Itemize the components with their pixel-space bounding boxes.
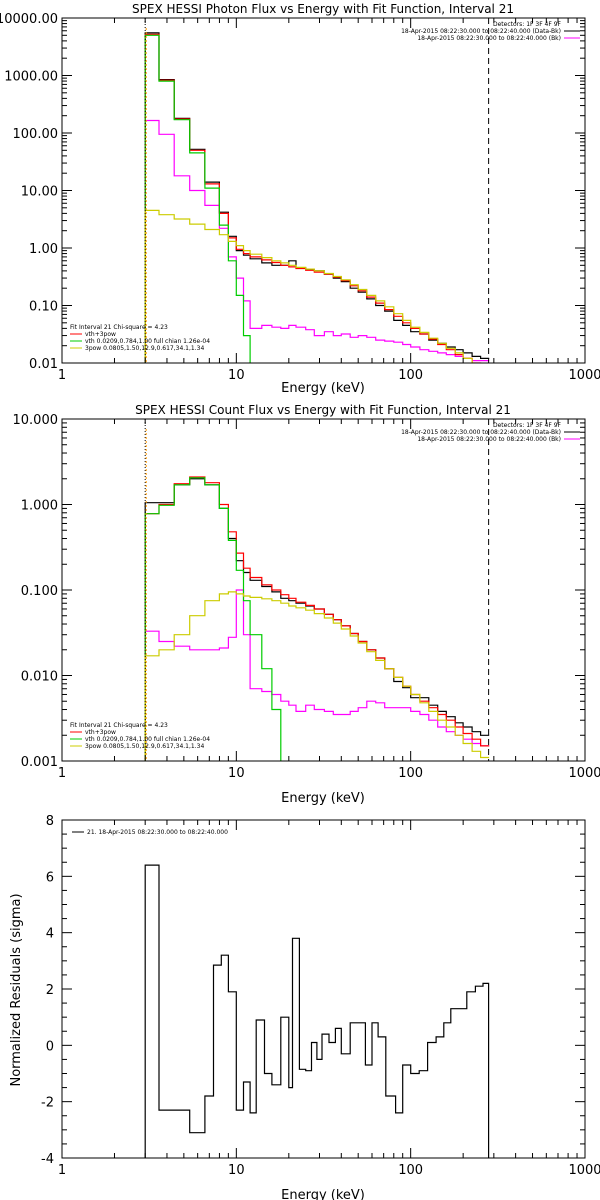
plot-frame — [61, 819, 586, 1159]
legend-bottom-text: 3pow 0.0805,1.50,12.9,0.617,34.1,1.34 — [85, 743, 204, 750]
legend-top-text: Detectors: 1F 3F 4F 9F — [493, 422, 562, 429]
x-axis: 1 10 100 1000 — [58, 18, 600, 383]
y-tick-label: 8 — [46, 814, 54, 829]
legend-bottom-text: vth+3pow — [85, 729, 116, 736]
x-tick-label: 1000 — [568, 368, 600, 383]
panel-photon-flux: SPEX HESSI Photon Flux vs Energy with Fi… — [0, 2, 600, 396]
x-tick-label: 10 — [228, 766, 245, 781]
x-axis: 1 10 100 1000 — [58, 820, 600, 1178]
y-tick-label: 0.10 — [29, 300, 58, 315]
series-line-3 — [144, 477, 282, 761]
legend-bottom-text: 3pow 0.0805,1.50,12.9,0.617,34.1,1.34 — [85, 345, 204, 352]
series-line-4 — [144, 591, 490, 761]
y-tick-label: -4 — [41, 1152, 54, 1167]
x-tick-label: 100 — [398, 368, 423, 383]
series-group — [144, 864, 490, 1158]
series-line-1 — [144, 589, 490, 761]
series-line-2 — [144, 33, 482, 363]
panel2-xlabel: Energy (keV) — [281, 791, 365, 806]
legend-bottom-text: Fit Interval 21 Chi-square = 4.23 — [70, 722, 168, 729]
series-group — [144, 476, 490, 761]
legend-top-text: 18-Apr-2015 08:22:30.000 to 08:22:40.000… — [417, 35, 561, 42]
panel3-ylabel: Normalized Residuals (sigma) — [9, 893, 24, 1086]
y-tick-label: 0.100 — [21, 584, 58, 599]
series-line-4 — [144, 209, 473, 363]
legend-top: 21. 18-Apr-2015 08:22:30.000 to 08:22:40… — [72, 829, 228, 836]
legend-top-text: 18-Apr-2015 08:22:30.000 to 08:22:40.000… — [417, 436, 561, 443]
x-tick-label: 1 — [58, 368, 66, 383]
legend-bottom-text: vth+3pow — [85, 331, 116, 338]
x-tick-label: 1 — [58, 766, 66, 781]
series-line-0 — [144, 864, 490, 1158]
panel-residuals: 1 10 100 1000 8 6 4 2 0 -2 -4 21. 18-Apr-2015 08:22… — [9, 814, 600, 1200]
panel-count-flux: SPEX HESSI Count Flux vs Energy with Fit… — [13, 403, 600, 806]
series-line-0 — [144, 32, 490, 363]
x-tick-label: 100 — [398, 1163, 423, 1178]
series-line-2 — [144, 476, 490, 761]
y-tick-label: 10000.00 — [0, 12, 58, 27]
x-tick-label: 100 — [398, 766, 423, 781]
y-tick-label: 100.00 — [13, 127, 59, 142]
legend-top-text: 18-Apr-2015 08:22:30.000 to 08:22:40.000… — [401, 429, 561, 436]
legend-bottom: Fit Interval 21 Chi-square = 4.23vth+3po… — [70, 324, 210, 352]
y-tick-label: -2 — [41, 1096, 54, 1111]
y-tick-label: 0.010 — [21, 670, 58, 685]
y-axis: 8 6 4 2 0 -2 -4 — [41, 814, 585, 1167]
legend-top-text: Detectors: 1F 3F 4F 9F — [493, 21, 562, 28]
legend-bottom-text: vth 0.0209,0.784,1.00 full chian 1.26e-0… — [85, 338, 210, 345]
x-tick-label: 1 — [58, 1163, 66, 1178]
y-tick-label: 2 — [46, 983, 54, 998]
panel3-xlabel: Energy (keV) — [281, 1188, 365, 1200]
y-tick-label: 0.01 — [29, 357, 58, 372]
x-tick-label: 10 — [228, 1163, 245, 1178]
legend-bottom: Fit Interval 21 Chi-square = 4.23vth+3po… — [70, 722, 210, 750]
y-tick-label: 10.00 — [21, 185, 58, 200]
legend-bottom-text: Fit Interval 21 Chi-square = 4.23 — [70, 324, 168, 331]
y-tick-label: 1.00 — [29, 242, 58, 257]
panel2-plot: 1 10 100 1000 10.000 1.000 0.100 0.010 0.001 Dete… — [13, 413, 600, 781]
x-tick-label: 10 — [228, 368, 245, 383]
x-tick-label: 1000 — [568, 1163, 600, 1178]
series-line-3 — [144, 34, 251, 363]
y-tick-label: 0 — [46, 1039, 54, 1054]
panel2-title: SPEX HESSI Count Flux vs Energy with Fit… — [135, 403, 511, 417]
y-tick-label: 0.001 — [21, 755, 58, 770]
y-axis: 10.000 1.000 0.100 0.010 0.001 — [13, 413, 585, 770]
y-tick-label: 4 — [46, 927, 54, 942]
x-tick-label: 1000 — [568, 766, 600, 781]
panel3-plot: 1 10 100 1000 8 6 4 2 0 -2 -4 21. 18-Apr-2015 08:22… — [41, 814, 600, 1178]
panel1-plot: 1 10 100 1000 10000.00 1000.00 100.00 10.00 1.00… — [0, 12, 600, 383]
y-tick-label: 6 — [46, 870, 54, 885]
panel1-title: SPEX HESSI Photon Flux vs Energy with Fi… — [132, 2, 514, 16]
panel1-xlabel: Energy (keV) — [281, 381, 365, 396]
plot-frame — [61, 17, 586, 364]
legend-bottom-text: vth 0.0209,0.784,1.00 full chian 1.26e-0… — [85, 736, 210, 743]
y-axis: 10000.00 1000.00 100.00 10.00 1.00 0.10 0.01 — [0, 12, 585, 372]
legend-top-text: 18-Apr-2015 08:22:30.000 to 08:22:40.000… — [401, 28, 561, 35]
y-tick-label: 1000.00 — [4, 70, 58, 85]
x-axis: 1 10 100 1000 — [58, 419, 600, 781]
series-group — [144, 32, 490, 363]
legend-top-text: 21. 18-Apr-2015 08:22:30.000 to 08:22:40… — [87, 829, 228, 836]
series-line-1 — [144, 119, 490, 363]
y-tick-label: 10.000 — [13, 413, 59, 428]
y-tick-label: 1.000 — [21, 499, 58, 514]
